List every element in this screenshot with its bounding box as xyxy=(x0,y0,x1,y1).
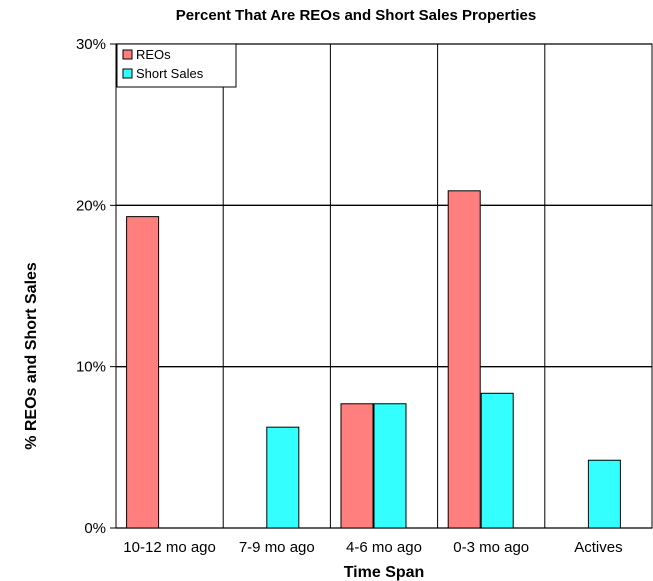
x-tick-label: 4-6 mo ago xyxy=(346,539,422,556)
chart-title: Percent That Are REOs and Short Sales Pr… xyxy=(176,7,536,24)
legend-label: Short Sales xyxy=(136,66,204,81)
x-tick-label: 7-9 mo ago xyxy=(239,539,315,556)
y-tick-label: 10% xyxy=(76,359,106,376)
x-tick-label: 0-3 mo ago xyxy=(453,539,529,556)
y-axis-label: % REOs and Short Sales xyxy=(23,262,40,450)
legend-swatch xyxy=(122,68,133,79)
x-tick-label: 10-12 mo ago xyxy=(123,539,216,556)
bar xyxy=(340,403,374,529)
bar xyxy=(447,190,481,529)
y-tick-label: 0% xyxy=(84,520,106,537)
legend-swatch xyxy=(122,49,133,60)
x-tick-label: Actives xyxy=(574,539,622,556)
y-tick-label: 20% xyxy=(76,197,106,214)
bar xyxy=(373,403,407,529)
legend-box xyxy=(116,43,237,88)
bar xyxy=(587,459,621,529)
bar xyxy=(126,216,160,529)
bar xyxy=(480,392,514,529)
y-tick-label: 30% xyxy=(76,36,106,53)
legend-label: REOs xyxy=(136,47,171,62)
bar xyxy=(266,426,300,529)
x-axis-label: Time Span xyxy=(344,564,425,581)
